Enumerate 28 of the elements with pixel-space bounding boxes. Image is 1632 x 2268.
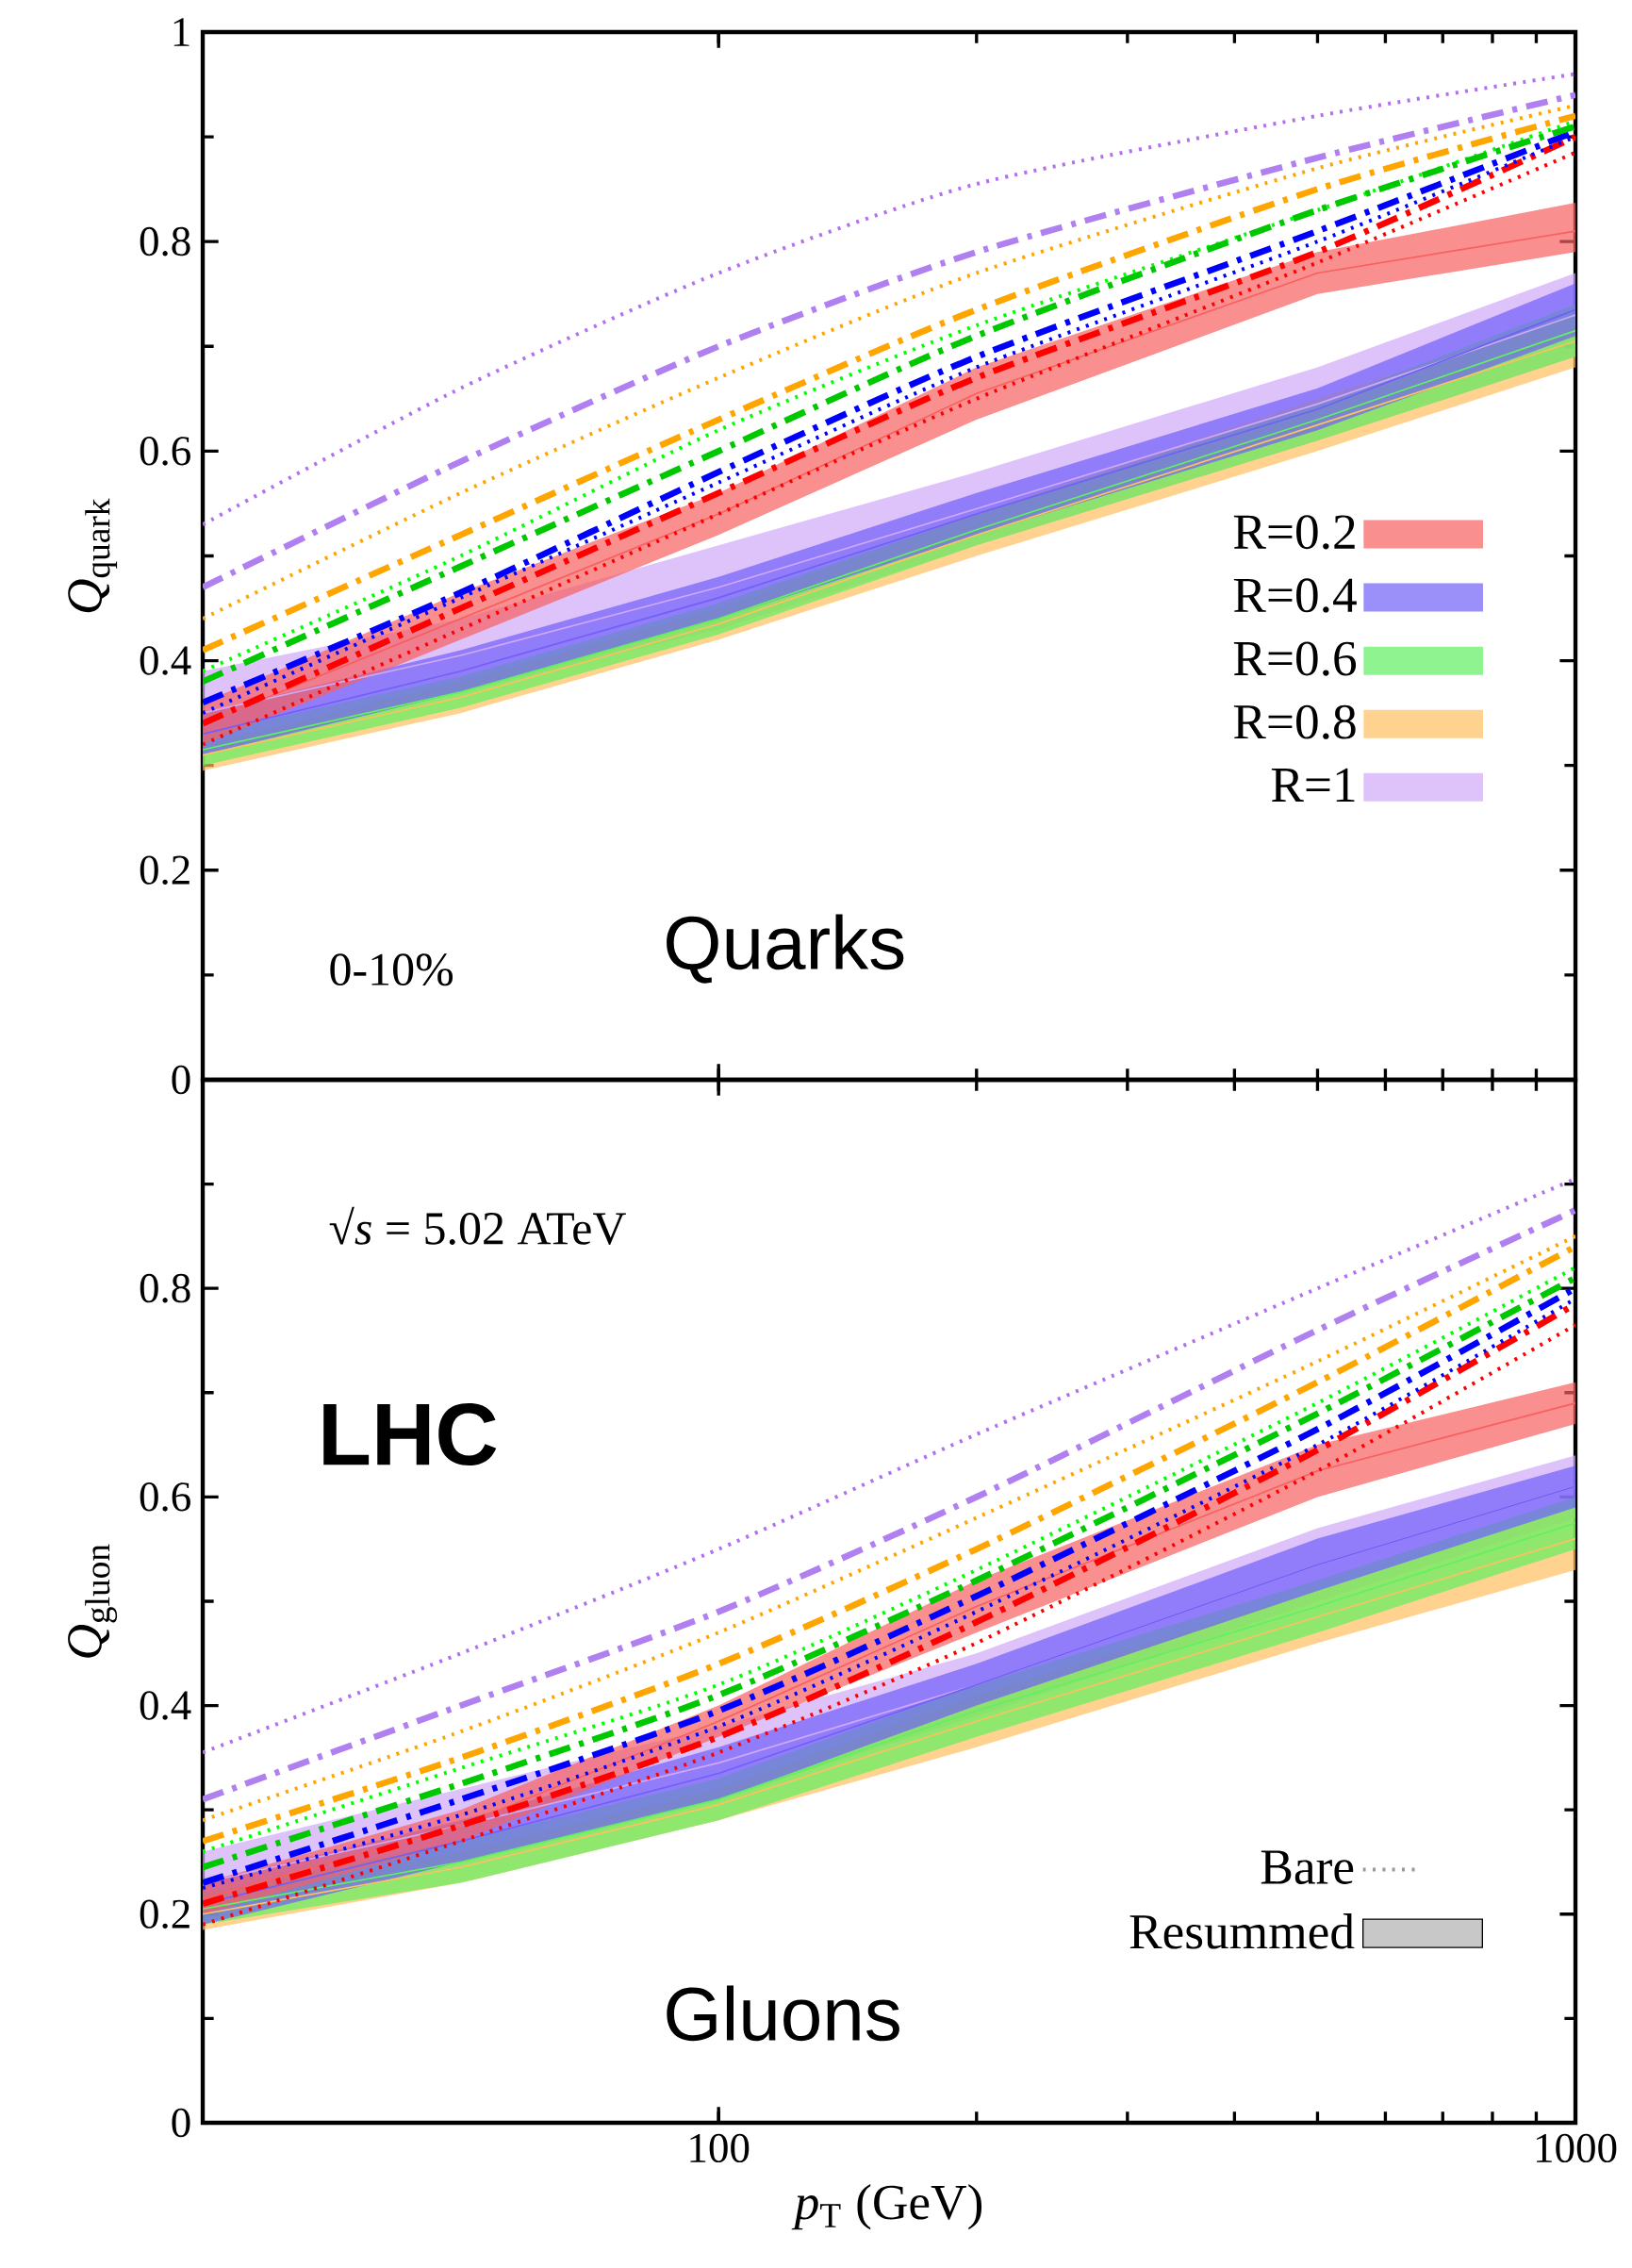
y-tick-label: 0 xyxy=(172,1065,190,1095)
y-tick-label: 0.8 xyxy=(140,226,190,257)
y-tick-label: 0.2 xyxy=(140,855,190,886)
y-tick-label: 1 xyxy=(173,18,190,46)
annotation: Quarks xyxy=(667,914,904,984)
y-tick-label: 0.8 xyxy=(140,1273,190,1303)
x-tick-label: 100 xyxy=(690,2133,750,2163)
legend-label: Resummed xyxy=(1129,1913,1355,1949)
annotation: LHC xyxy=(323,1403,497,1466)
y-tick-label: 0.6 xyxy=(140,437,190,466)
y-tick-label: 0.6 xyxy=(140,1482,190,1512)
y-tick-label: 0.4 xyxy=(140,1691,191,1720)
legend-label: R=0.6 xyxy=(1233,641,1357,676)
x-tick-label: 1000 xyxy=(1537,2133,1617,2163)
legend-label: R=0.4 xyxy=(1233,578,1357,613)
legend-label: R=0.8 xyxy=(1233,704,1356,739)
y-axis-title: Q$_{quark}$ xyxy=(68,498,118,613)
annotation: 0-10% xyxy=(330,953,453,986)
y-tick-label: 0.4 xyxy=(140,646,191,675)
y-tick-label: 0.2 xyxy=(140,1899,190,1929)
y-axis-title: Q$_{gluon}$ xyxy=(68,1544,118,1658)
annotation: Gluons xyxy=(667,1985,899,2042)
legend-label: R=0.2 xyxy=(1233,515,1355,550)
x-axis-title: p$_{T}$ (GeV) xyxy=(791,2184,982,2230)
legend-label: R=1 xyxy=(1271,768,1355,802)
annotation: √s = 5.02 ATeV xyxy=(329,1206,626,1245)
legend-label: Bare xyxy=(1261,1850,1354,1884)
y-tick-label: 0 xyxy=(172,2108,190,2138)
